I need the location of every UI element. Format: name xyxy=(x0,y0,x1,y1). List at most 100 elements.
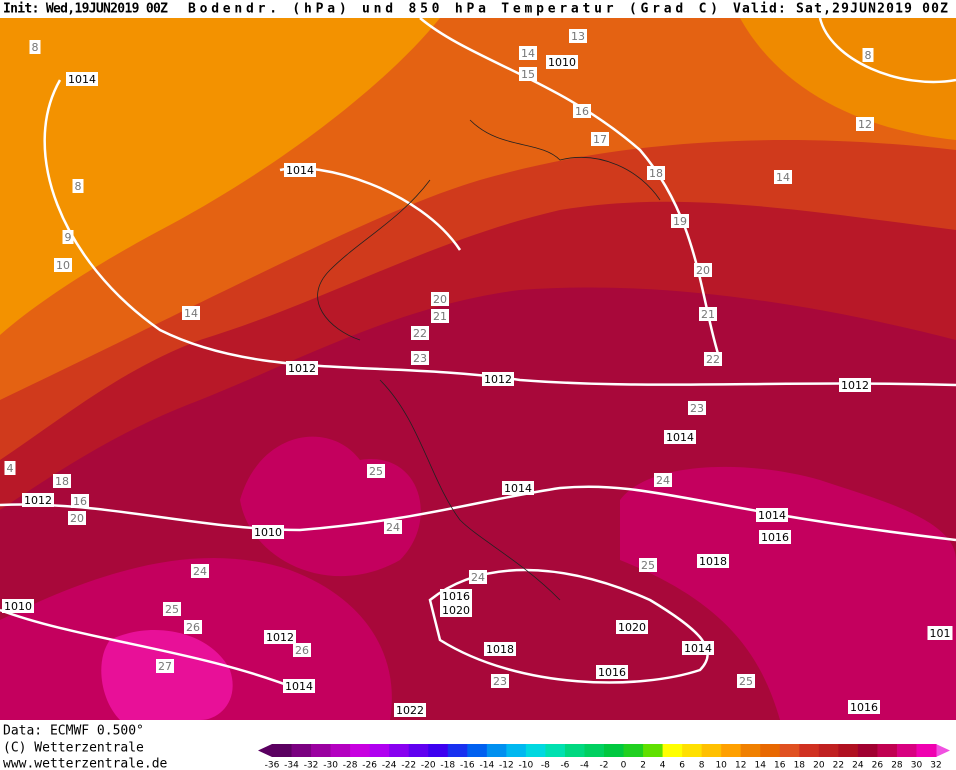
colorbar-swatch xyxy=(779,744,800,757)
label-box xyxy=(862,48,874,62)
contour-label: 13 xyxy=(571,30,585,43)
colorbar-tick-label: 22 xyxy=(833,761,844,770)
colorbar-tick-label: 30 xyxy=(911,761,923,770)
colorbar-tick-label: 14 xyxy=(755,761,767,770)
contour-label: 27 xyxy=(158,660,172,673)
colorbar-tick-label: -8 xyxy=(541,761,550,770)
label-box xyxy=(54,258,72,272)
label-box xyxy=(53,474,71,488)
colorbar-tick-label: 32 xyxy=(930,761,941,770)
label-box xyxy=(411,351,429,365)
isobar xyxy=(43,79,956,387)
colorbar-tick-label: 18 xyxy=(794,761,806,770)
colorbar-swatch xyxy=(291,744,312,757)
colorbar-arrow xyxy=(258,744,272,757)
label-box xyxy=(284,163,316,177)
label-box xyxy=(484,642,516,656)
colorbar-tick-label: 8 xyxy=(699,761,705,770)
label-box xyxy=(856,117,874,131)
colorbar-swatch xyxy=(506,744,527,757)
label-box xyxy=(431,292,449,306)
colorbar-swatch xyxy=(857,744,878,757)
label-box xyxy=(569,29,587,43)
contour-label: 21 xyxy=(701,308,715,321)
colorbar-swatch xyxy=(896,744,917,757)
colorbar-tick-label: -30 xyxy=(323,761,338,770)
colorbar-swatch xyxy=(545,744,566,757)
contour-label: 18 xyxy=(55,475,69,488)
colorbar-swatch xyxy=(272,744,293,757)
contour-label: 24 xyxy=(471,571,485,584)
contour-label: 4 xyxy=(7,462,14,475)
label-box xyxy=(384,520,402,534)
contour-label: 8 xyxy=(75,180,82,193)
label-box xyxy=(252,525,284,539)
colorbar-swatch xyxy=(701,744,722,757)
label-box xyxy=(647,166,665,180)
isobar xyxy=(0,608,301,692)
colorbar-swatch xyxy=(916,744,937,757)
contour-label: 14 xyxy=(776,171,790,184)
contour-label: 1010 xyxy=(4,600,32,613)
contour-label: 18 xyxy=(649,167,663,180)
label-box xyxy=(519,67,537,81)
contour-label: 101 xyxy=(930,627,951,640)
label-box xyxy=(283,679,315,693)
coastlines xyxy=(317,119,661,601)
label-box xyxy=(482,372,514,386)
colorbar-tick-label: -36 xyxy=(265,761,280,770)
label-box xyxy=(71,494,89,508)
label-box xyxy=(688,401,706,415)
colorbar-swatch xyxy=(584,744,605,757)
contour-label: 23 xyxy=(493,675,507,688)
label-box xyxy=(697,554,729,568)
contour-label: 23 xyxy=(690,402,704,415)
contour-label: 1012 xyxy=(24,494,52,507)
label-box xyxy=(469,570,487,584)
label-box xyxy=(66,72,98,86)
label-box xyxy=(491,674,509,688)
label-box xyxy=(4,461,16,475)
colorbar-swatch xyxy=(428,744,449,757)
colorbar-tick-label: 20 xyxy=(813,761,825,770)
contour-label: 1020 xyxy=(442,604,470,617)
copyright: (C) Wetterzentrale xyxy=(3,741,144,756)
colorbar-tick-label: 26 xyxy=(872,761,884,770)
contour-labels: 1413101015161718192021222310142410141016… xyxy=(2,29,953,717)
isobar xyxy=(419,17,722,361)
contour-label: 24 xyxy=(386,521,400,534)
label-box xyxy=(293,643,311,657)
colorbar-swatch xyxy=(623,744,644,757)
field xyxy=(101,630,233,720)
colorbar-tick-label: 10 xyxy=(715,761,727,770)
colorbar-swatch xyxy=(564,744,585,757)
colorbar-tick-label: -28 xyxy=(343,761,358,770)
colorbar-tick-label: -26 xyxy=(362,761,377,770)
contour-label: 16 xyxy=(73,495,87,508)
label-box xyxy=(737,674,755,688)
label-box xyxy=(264,630,296,644)
colorbar-swatch xyxy=(721,744,742,757)
label-box xyxy=(394,703,426,717)
isobar xyxy=(818,17,956,84)
isobar xyxy=(0,485,956,542)
field xyxy=(0,18,440,335)
colorbar-swatch xyxy=(486,744,507,757)
colorbar-tick-label: 2 xyxy=(640,761,646,770)
contour-label: 1014 xyxy=(758,509,786,522)
contour-label: 1012 xyxy=(841,379,869,392)
label-box xyxy=(184,620,202,634)
contour-label: 26 xyxy=(186,621,200,634)
field xyxy=(740,18,956,140)
colorbar-tick-label: -10 xyxy=(519,761,534,770)
contour-label: 22 xyxy=(706,353,720,366)
contour-label: 1016 xyxy=(442,590,470,603)
contour-label: 1014 xyxy=(285,680,313,693)
contour-label: 1010 xyxy=(254,526,282,539)
colorbar-swatch xyxy=(740,744,761,757)
map xyxy=(0,17,956,720)
label-box xyxy=(839,378,871,392)
url: www.wetterzentrale.de xyxy=(3,757,168,770)
colorbar-swatch xyxy=(877,744,898,757)
colorbar-swatch xyxy=(838,744,859,757)
